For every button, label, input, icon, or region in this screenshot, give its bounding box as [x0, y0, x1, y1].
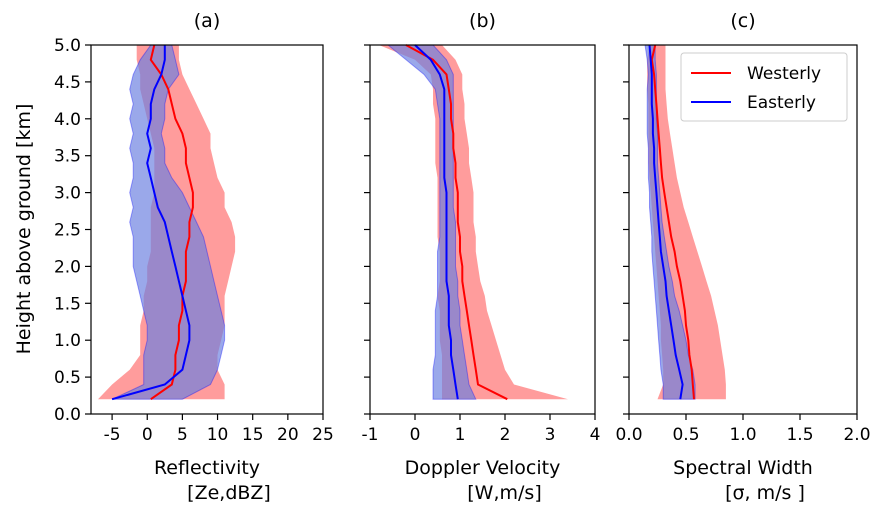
x-axis-label-units: [σ, m/s ] — [725, 482, 805, 504]
x-tick-label: 0.0 — [615, 425, 642, 445]
legend-label-easterly: Easterly — [747, 93, 816, 113]
x-tick-label: 15 — [242, 425, 264, 445]
line-easterly — [414, 44, 459, 400]
x-tick-label: 2 — [500, 425, 511, 445]
line-easterly — [648, 44, 684, 400]
y-tick-label: 2.5 — [54, 221, 81, 241]
line-westerly — [650, 44, 695, 400]
x-tick-label: 0.5 — [672, 425, 699, 445]
panel-label: (b) — [469, 10, 496, 32]
panel-b: -1 0 1 2 3 4 (b) Doppler Velocity [W,m/s] — [362, 10, 601, 504]
y-tick-label: 1.0 — [54, 331, 81, 351]
y-axis-label: Height above ground [km] — [13, 104, 35, 355]
legend-label-westerly: Westerly — [747, 64, 821, 84]
band-westerly — [379, 45, 568, 400]
x-tick-label: -1 — [362, 425, 379, 445]
x-tick-label: 1 — [455, 425, 466, 445]
y-tick-label: 4.5 — [54, 73, 81, 93]
line-westerly — [149, 44, 194, 401]
x-axis-label: Doppler Velocity — [405, 457, 561, 479]
x-axis-label: Spectral Width — [673, 457, 813, 479]
y-tick-label: 1.5 — [54, 294, 81, 314]
x-tick-label: 3 — [545, 425, 556, 445]
x-tick-label: 0 — [142, 425, 153, 445]
line-westerly — [405, 44, 508, 401]
panel-label: (a) — [194, 10, 220, 32]
y-tick-label: 0.0 — [54, 405, 81, 425]
x-tick-label: 0 — [410, 425, 421, 445]
panel-label: (c) — [730, 10, 755, 32]
legend-box — [680, 52, 848, 122]
x-tick-label: 10 — [207, 425, 229, 445]
x-tick-label: 5 — [177, 425, 188, 445]
x-tick-label: 25 — [312, 425, 334, 445]
y-tick-label: 4.0 — [54, 110, 81, 130]
x-axis-label-units: [Ze,dBZ] — [187, 482, 271, 504]
y-tick-label: 5.0 — [54, 36, 81, 56]
x-axis-label: Reflectivity — [154, 457, 260, 479]
x-tick-label: -5 — [104, 425, 121, 445]
y-tick-label: 3.0 — [54, 184, 81, 204]
x-tick-label: 1.5 — [786, 425, 813, 445]
panel-a: -5 0 5 10 15 20 25 0.0 0.5 1.0 1.5 2.0 2.5 3.0 3.5 4.0 4… — [54, 10, 334, 504]
y-tick-label: 3.5 — [54, 147, 81, 167]
panels: -5 0 5 10 15 20 250.00.51.01.52.02.53.03.54.04… — [54, 10, 871, 504]
line-easterly — [111, 45, 191, 401]
y-tick-label: 0.5 — [54, 368, 81, 388]
legend: Westerly Easterly — [680, 52, 848, 122]
x-tick-label: 2.0 — [843, 425, 870, 445]
x-tick-label: 1.0 — [729, 425, 756, 445]
y-tick-label: 2.0 — [54, 257, 81, 277]
panel-c: 0.0 0.5 1.0 1.5 2.0 (c) Spectral Width [σ, m/s … — [615, 10, 870, 504]
x-tick-label: 4 — [590, 425, 601, 445]
x-axis-label-units: [W,m/s] — [467, 482, 541, 504]
x-tick-label: 20 — [277, 425, 299, 445]
